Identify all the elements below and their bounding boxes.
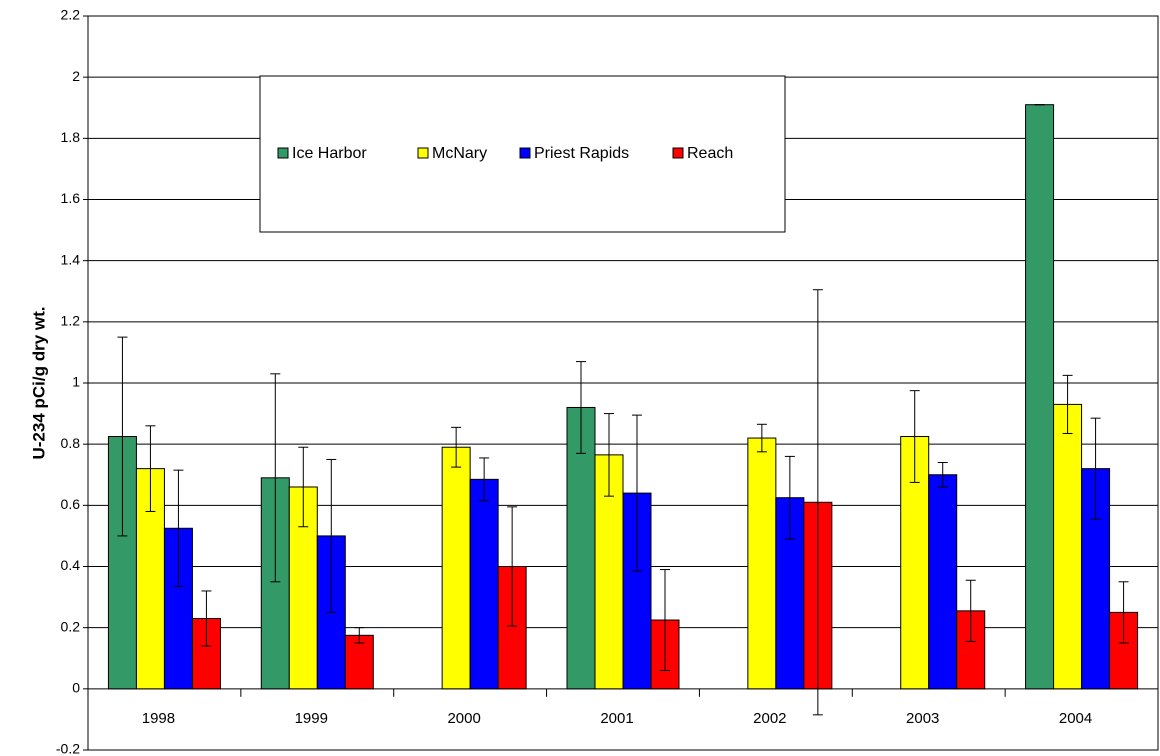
error-bar — [812, 289, 823, 716]
error-bar — [326, 458, 337, 613]
error-bar — [117, 336, 128, 537]
error-bar — [1090, 417, 1101, 520]
y-tick-label: 0.8 — [61, 435, 81, 451]
legend-label: McNary — [432, 145, 487, 162]
legend-swatch — [277, 147, 289, 159]
error-bar — [632, 414, 642, 572]
y-tick-label: 0.4 — [61, 557, 81, 573]
error-bar — [479, 457, 490, 502]
x-tick-label: 2004 — [1059, 710, 1092, 727]
error-bar — [145, 425, 156, 512]
y-tick-label: 1.8 — [61, 129, 81, 145]
bar — [441, 446, 471, 690]
y-tick-label: 0.6 — [61, 496, 81, 512]
bar — [469, 478, 499, 690]
error-bar — [784, 455, 795, 540]
error-bar — [173, 469, 184, 587]
x-tick-label: 2002 — [753, 710, 786, 727]
x-tick-label: 2000 — [447, 710, 480, 727]
y-tick-label: 1.6 — [61, 190, 81, 206]
y-tick-label: 1 — [72, 374, 80, 390]
error-bar — [201, 590, 212, 647]
y-tick-label: -0.2 — [56, 741, 80, 756]
legend-swatch — [519, 147, 531, 159]
legend-swatch — [672, 147, 684, 159]
error-bar — [604, 413, 614, 497]
legend-label: Priest Rapids — [534, 145, 629, 162]
bar — [747, 437, 777, 690]
legend-swatch — [417, 147, 429, 159]
plot-frame — [87, 15, 1159, 751]
y-tick-label: 1.4 — [61, 251, 81, 267]
error-bar — [451, 426, 462, 468]
error-bar — [270, 373, 281, 583]
y-tick-label: 2 — [72, 68, 80, 84]
bar — [928, 474, 958, 690]
y-axis-title: U-234 pCi/g dry wt. — [29, 306, 48, 459]
x-tick-label: 2003 — [906, 710, 939, 727]
y-tick-label: 0.2 — [61, 618, 81, 634]
x-tick-label: 2001 — [600, 710, 633, 727]
legend-label: Ice Harbor — [292, 145, 367, 162]
error-bar — [298, 446, 309, 528]
legend-label: Reach — [687, 145, 733, 162]
error-bar — [756, 423, 767, 453]
error-bar — [1062, 374, 1073, 434]
y-tick-label: 0 — [72, 680, 80, 696]
bar — [1025, 104, 1055, 690]
y-tick-label: 1.2 — [61, 313, 81, 329]
error-bar — [354, 627, 365, 644]
error-bar — [937, 462, 948, 488]
bar — [1053, 403, 1083, 690]
error-bar — [909, 390, 920, 483]
bar — [344, 634, 374, 690]
x-tick-label: 1998 — [142, 710, 175, 727]
error-bar — [507, 506, 518, 627]
error-bar — [1118, 581, 1129, 644]
error-bar — [660, 569, 670, 671]
y-tick-label: 2.2 — [61, 7, 81, 23]
error-bar — [965, 579, 976, 642]
x-tick-label: 1999 — [295, 710, 328, 727]
error-bar — [576, 361, 586, 454]
